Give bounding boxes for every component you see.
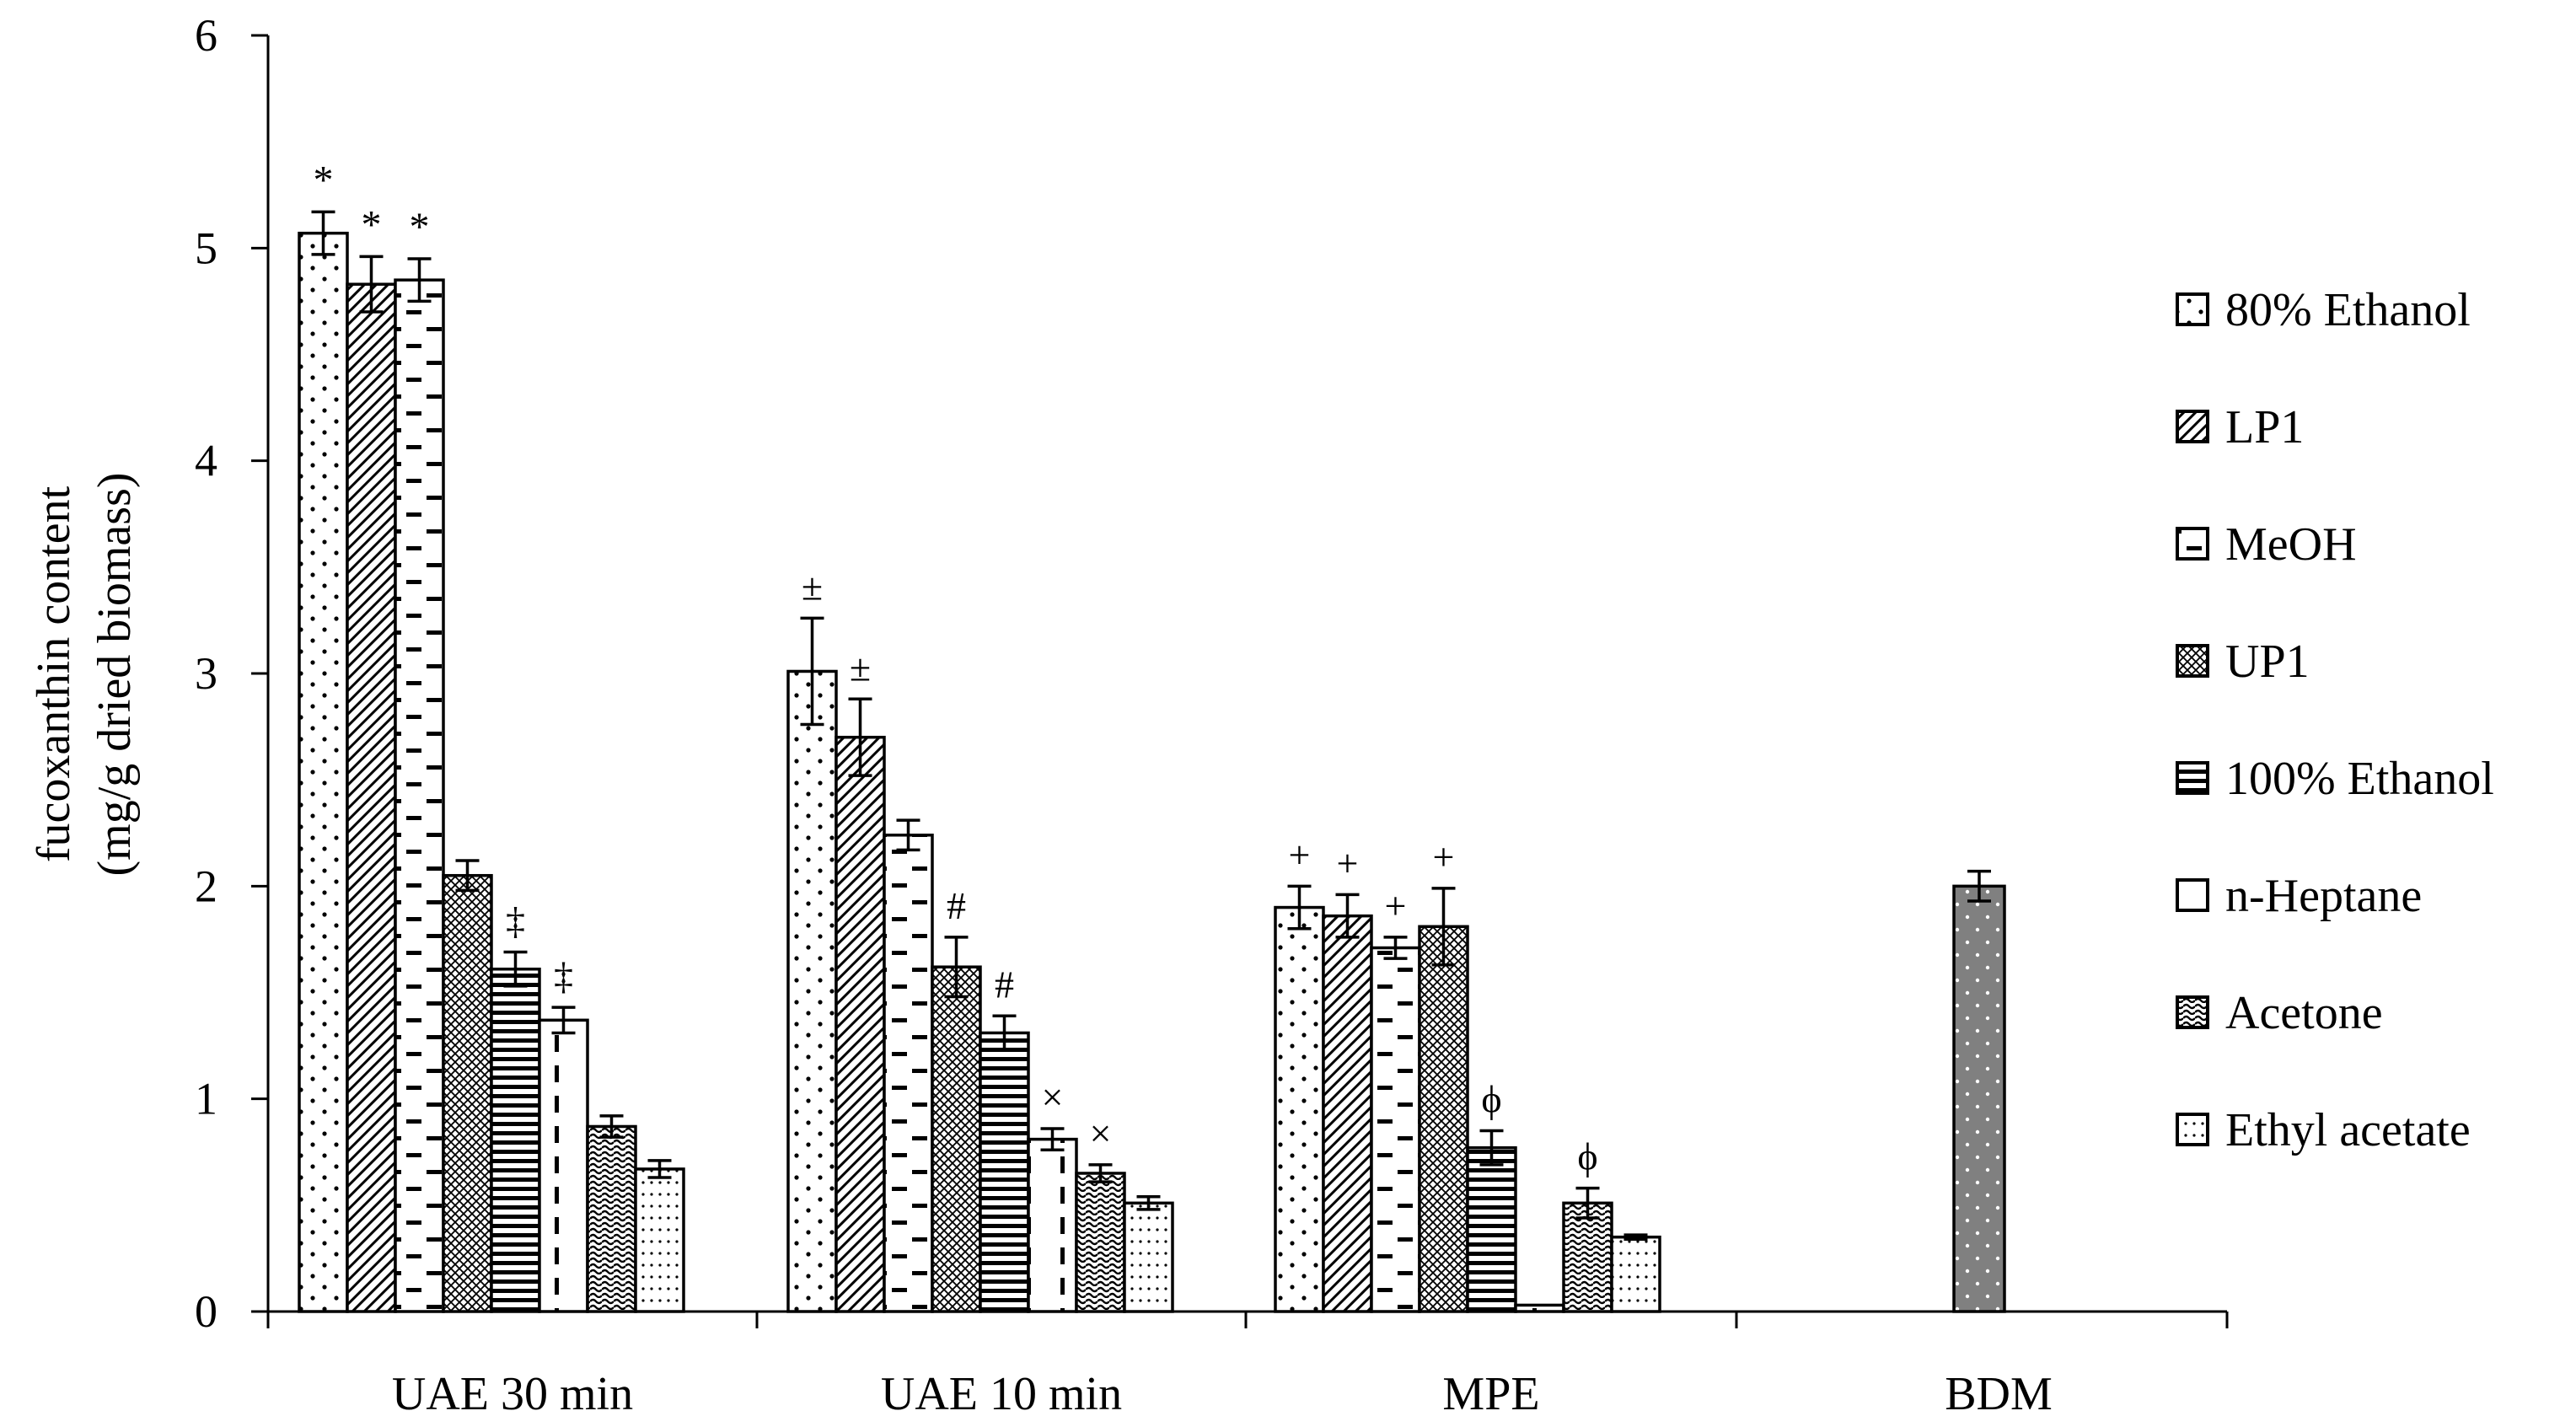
bar-lp1 [835, 735, 886, 1313]
bar-80-ethanol [298, 231, 349, 1313]
legend-swatch [2176, 644, 2209, 678]
legend-swatch [2176, 527, 2209, 561]
significance-mark: + [1289, 833, 1311, 876]
bar-lp1 [1322, 914, 1373, 1313]
significance-mark: ϕ [1481, 1078, 1501, 1121]
legend-swatch [2176, 292, 2209, 326]
bar-acetone [1075, 1172, 1126, 1313]
y-ticks: 0 1 2 3 4 5 6 [195, 10, 268, 1337]
bar-meoh [1370, 946, 1421, 1313]
significance-mark: + [1433, 835, 1455, 878]
significance-mark: + [1337, 841, 1359, 884]
legend-swatch [2176, 761, 2209, 795]
legend-label: 80% Ethanol [2225, 284, 2471, 336]
bar-80-ethanol [786, 669, 838, 1313]
significance-mark: * [314, 158, 334, 202]
significance-mark: # [947, 884, 966, 927]
legend: 80% Ethanol LP1 MeOH UP1 100% Ethanol n-Hepta… [2176, 284, 2494, 1156]
y-tick-label: 0 [195, 1286, 217, 1337]
y-axis-label: fucoxanthin content (mg/g dried biomass) [28, 472, 141, 876]
significance-mark: + [1385, 884, 1407, 927]
significance-mark: ϕ [1577, 1135, 1597, 1178]
legend-label: UP1 [2225, 636, 2310, 688]
bar-ethyl-acetate [1123, 1201, 1174, 1313]
bar-up1 [931, 965, 982, 1313]
y-tick-label: 2 [195, 861, 217, 911]
bar-100-ethanol [1466, 1145, 1517, 1313]
bar-n-heptane [1027, 1137, 1078, 1313]
significance-mark: # [995, 963, 1014, 1006]
bar-bdm [1952, 884, 2006, 1313]
x-category-label: UAE 10 min [881, 1368, 1122, 1420]
bar-100-ethanol [490, 967, 541, 1313]
bar-100-ethanol [979, 1031, 1030, 1313]
legend-label: Ethyl acetate [2225, 1104, 2471, 1156]
y-axis-label-line-1: fucoxanthin content [28, 486, 80, 862]
y-axis-label-line-2: (mg/g dried biomass) [89, 472, 141, 876]
legend-swatch [2176, 410, 2209, 443]
bar-80-ethanol [1274, 905, 1325, 1313]
bar-ethyl-acetate [634, 1167, 685, 1313]
legend-swatch [2176, 1113, 2209, 1146]
y-tick-label: 5 [195, 223, 217, 273]
bars [298, 231, 2006, 1313]
y-tick-label: 4 [195, 436, 217, 486]
x-category-label: MPE [1442, 1368, 1539, 1420]
significance-mark: × [1042, 1076, 1064, 1119]
significance-mark: ± [850, 646, 871, 689]
significance-mark: * [410, 205, 430, 249]
bar-up1 [442, 873, 493, 1313]
error-bars [311, 210, 1991, 1241]
significance-mark: ‡ [506, 899, 525, 942]
bar-n-heptane [538, 1018, 589, 1313]
legend-label: LP1 [2225, 401, 2304, 453]
significance-mark: ± [802, 565, 823, 608]
significance-mark: ‡ [554, 954, 573, 997]
legend-label: 100% Ethanol [2225, 753, 2494, 805]
significance-mark: × [1090, 1112, 1112, 1155]
legend-label: n-Heptane [2225, 870, 2422, 922]
x-ticks: UAE 30 min UAE 10 min MPE BDM [266, 1312, 2229, 1420]
legend-label: Acetone [2225, 987, 2383, 1039]
significance-marks: * ± + * ± + * + # + ‡ # ϕ ‡ × × ϕ [314, 158, 1598, 1178]
y-tick-label: 6 [195, 10, 217, 61]
y-tick-label: 1 [195, 1074, 217, 1124]
bar-ethyl-acetate [1610, 1235, 1661, 1313]
legend-swatch [2176, 878, 2209, 912]
bar-meoh [394, 278, 445, 1313]
bar-up1 [1418, 925, 1469, 1313]
bar-n-heptane [1514, 1303, 1565, 1313]
x-category-label: BDM [1945, 1368, 2053, 1420]
bar-meoh [883, 834, 934, 1313]
bar-lp1 [346, 282, 397, 1313]
legend-swatch [2176, 995, 2209, 1029]
bar-acetone [586, 1124, 637, 1313]
y-tick-label: 3 [195, 648, 217, 699]
x-category-label: UAE 30 min [392, 1368, 633, 1420]
significance-mark: * [362, 202, 382, 247]
legend-label: MeOH [2225, 518, 2357, 571]
